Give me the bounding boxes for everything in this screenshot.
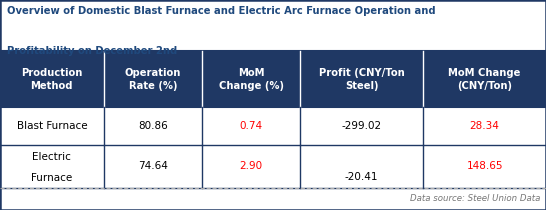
Text: 28.34: 28.34	[470, 121, 500, 131]
Text: Operation
Rate (%): Operation Rate (%)	[124, 68, 181, 91]
Text: 74.64: 74.64	[138, 161, 168, 171]
Text: 148.65: 148.65	[466, 161, 503, 171]
Text: Data source: Steel Union Data: Data source: Steel Union Data	[410, 194, 541, 203]
Text: -20.41: -20.41	[345, 172, 378, 182]
Text: MoM Change
(CNY/Ton): MoM Change (CNY/Ton)	[448, 68, 521, 91]
Text: Profit (CNY/Ton
Steel): Profit (CNY/Ton Steel)	[319, 68, 405, 91]
Text: Furnace: Furnace	[31, 173, 73, 184]
Text: Production
Method: Production Method	[21, 68, 82, 91]
Text: 2.90: 2.90	[240, 161, 263, 171]
Text: 0.74: 0.74	[240, 121, 263, 131]
Text: 80.86: 80.86	[138, 121, 168, 131]
Text: Profitability on December 2nd: Profitability on December 2nd	[7, 46, 177, 56]
Text: Electric: Electric	[32, 152, 72, 162]
Text: Blast Furnace: Blast Furnace	[16, 121, 87, 131]
Text: -299.02: -299.02	[342, 121, 382, 131]
Text: Overview of Domestic Blast Furnace and Electric Arc Furnace Operation and: Overview of Domestic Blast Furnace and E…	[7, 6, 435, 16]
Text: MoM
Change (%): MoM Change (%)	[218, 68, 284, 91]
